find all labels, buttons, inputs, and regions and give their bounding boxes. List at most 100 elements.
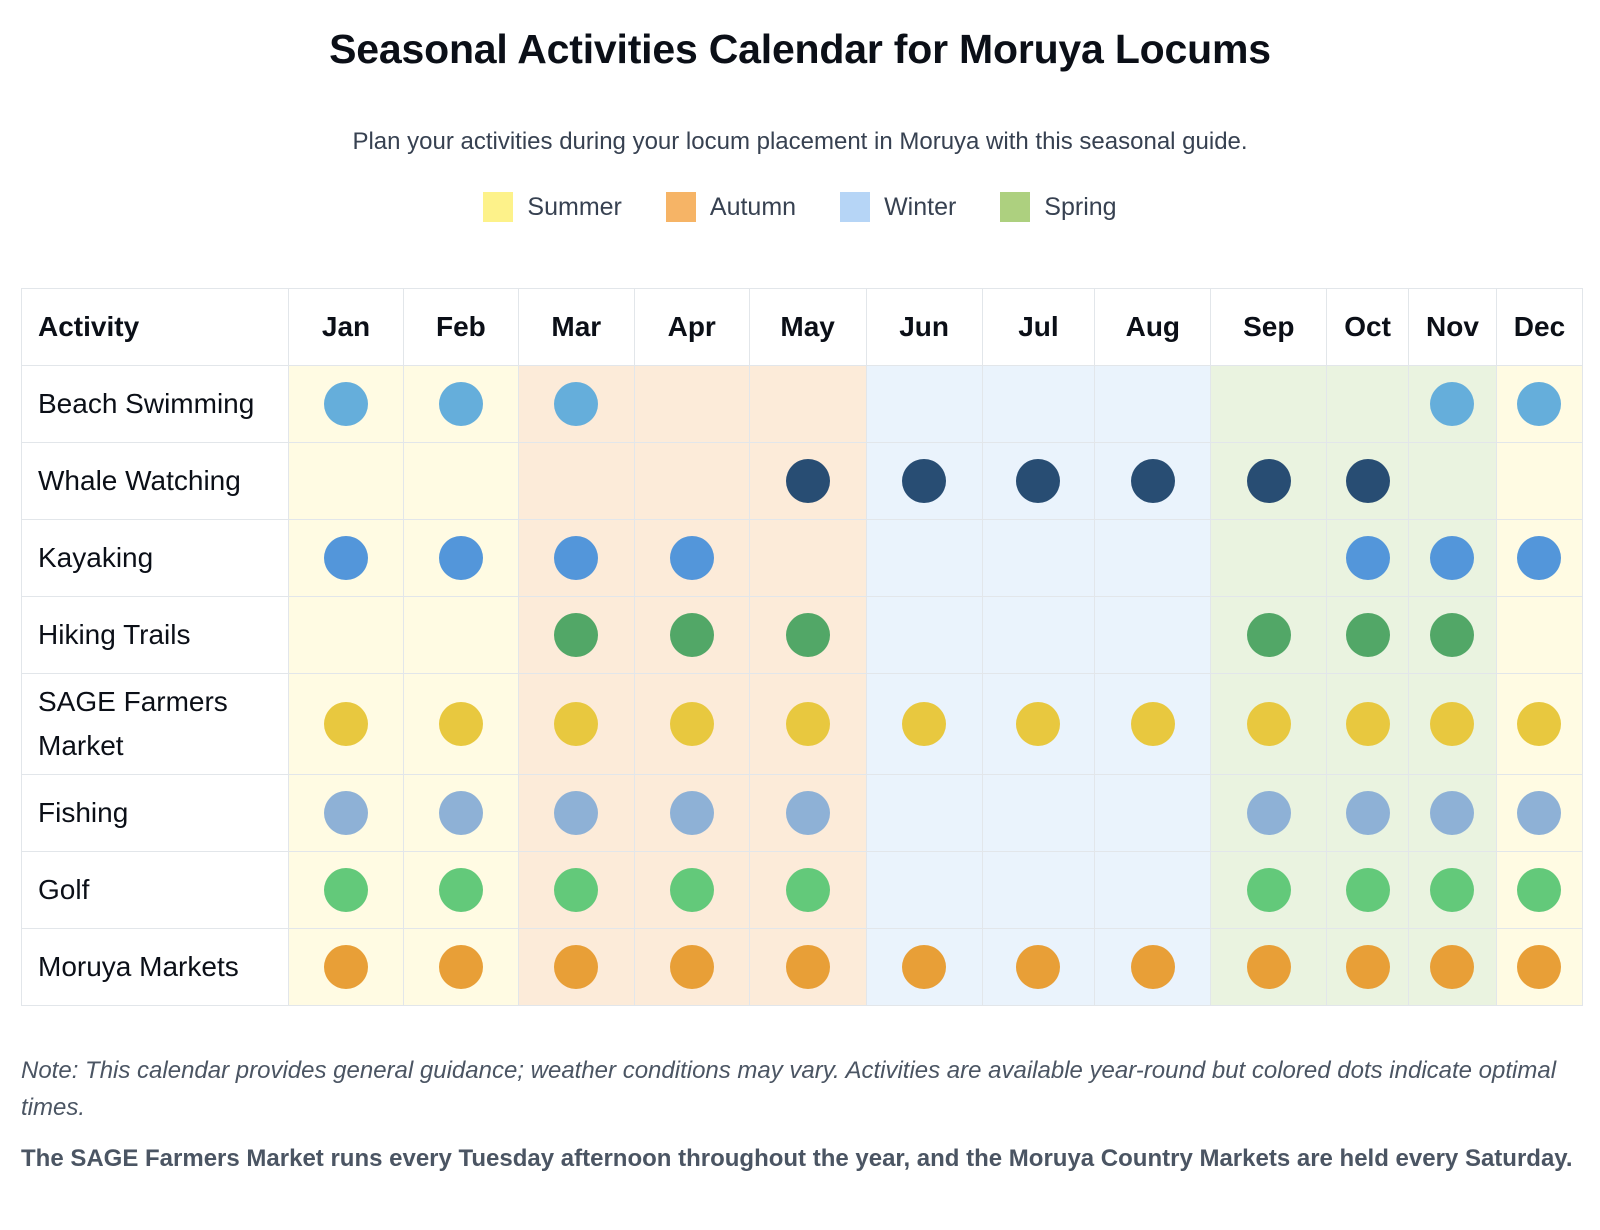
month-cell (517, 365, 635, 443)
month-cell (981, 673, 1096, 775)
month-cell (1326, 365, 1409, 443)
month-cell (517, 442, 635, 520)
month-cell (748, 851, 867, 929)
optimal-time-dot (669, 702, 714, 746)
month-cell (1326, 442, 1409, 520)
month-cell (981, 519, 1096, 597)
activity-column-header: Activity (20, 288, 290, 366)
optimal-time-dot (785, 868, 830, 912)
optimal-time-dot (438, 791, 483, 835)
month-cell (865, 442, 983, 520)
month-header-jun: Jun (865, 288, 983, 366)
month-cell (981, 596, 1096, 674)
optimal-time-dot (669, 791, 714, 835)
month-cell (633, 673, 750, 775)
month-cell (1495, 365, 1584, 443)
month-cell (517, 774, 635, 852)
legend-label-spring: Spring (1044, 192, 1117, 221)
optimal-time-dot (1430, 613, 1475, 657)
month-cell (1407, 442, 1497, 520)
optimal-time-dot (554, 382, 599, 426)
table-row: Moruya Markets (20, 928, 1584, 1006)
legend-swatch-summer (483, 192, 514, 222)
month-cell (1495, 673, 1584, 775)
month-cell (748, 774, 867, 852)
legend-label-winter: Winter (884, 192, 957, 221)
optimal-time-dot (1345, 459, 1390, 503)
page-title: Seasonal Activities Calendar for Moruya … (329, 26, 1271, 72)
optimal-time-dot (554, 536, 599, 580)
optimal-time-dot (669, 945, 714, 989)
optimal-time-dot (1517, 382, 1562, 426)
month-cell (288, 365, 404, 443)
month-cell (748, 442, 867, 520)
month-cell (748, 673, 867, 775)
month-cell (288, 928, 404, 1006)
table-row: Golf (20, 851, 1584, 929)
legend-item-summer: Summer (483, 192, 622, 222)
month-header-apr: Apr (633, 288, 750, 366)
month-cell (1210, 774, 1328, 852)
month-cell (748, 365, 867, 443)
month-header-jan: Jan (288, 288, 404, 366)
optimal-time-dot (1517, 536, 1562, 580)
calendar-note: Note: This calendar provides general gui… (21, 1057, 1557, 1121)
month-cell (1210, 519, 1328, 597)
optimal-time-dot (438, 868, 483, 912)
month-cell (748, 596, 867, 674)
optimal-time-dot (1345, 791, 1390, 835)
activity-name: Kayaking (20, 519, 290, 597)
month-header-jul: Jul (981, 288, 1096, 366)
optimal-time-dot (1345, 536, 1390, 580)
activity-name: Hiking Trails (20, 596, 290, 674)
month-cell (981, 928, 1096, 1006)
month-cell (1210, 851, 1328, 929)
legend-label-summer: Summer (527, 192, 622, 221)
table-row: Fishing (20, 774, 1584, 852)
month-cell (402, 365, 519, 443)
month-cell (402, 774, 519, 852)
month-cell (1210, 673, 1328, 775)
month-cell (1407, 673, 1497, 775)
month-header-aug: Aug (1094, 288, 1212, 366)
optimal-time-dot (1016, 702, 1061, 746)
optimal-time-dot (438, 382, 483, 426)
activities-calendar-table: Activity Jan Feb Mar Apr May Jun Jul Aug Sep Oct N… (20, 288, 1584, 1006)
month-cell (1495, 928, 1584, 1006)
month-cell (517, 928, 635, 1006)
month-header-feb: Feb (402, 288, 519, 366)
month-cell (1094, 774, 1212, 852)
month-cell (1407, 928, 1497, 1006)
optimal-time-dot (1246, 945, 1291, 989)
optimal-time-dot (438, 945, 483, 989)
month-cell (1094, 365, 1212, 443)
optimal-time-dot (1345, 613, 1390, 657)
table-row: Hiking Trails (20, 596, 1584, 674)
month-cell (1326, 519, 1409, 597)
month-cell (517, 596, 635, 674)
month-cell (402, 442, 519, 520)
optimal-time-dot (669, 536, 714, 580)
optimal-time-dot (1130, 702, 1175, 746)
optimal-time-dot (324, 868, 368, 912)
month-cell (1495, 596, 1584, 674)
month-cell (1094, 442, 1212, 520)
month-cell (1326, 596, 1409, 674)
month-header-sep: Sep (1210, 288, 1328, 366)
month-cell (1407, 519, 1497, 597)
month-cell (748, 519, 867, 597)
month-header-may: May (748, 288, 867, 366)
activity-name: Whale Watching (20, 442, 290, 520)
month-cell (865, 596, 983, 674)
optimal-time-dot (1430, 945, 1475, 989)
optimal-time-dot (785, 613, 830, 657)
month-cell (1094, 673, 1212, 775)
optimal-time-dot (554, 702, 599, 746)
month-cell (865, 774, 983, 852)
month-cell (402, 851, 519, 929)
legend-item-winter: Winter (840, 192, 956, 222)
legend-item-autumn: Autumn (665, 192, 796, 222)
activity-name: Fishing (20, 774, 290, 852)
month-cell (1326, 928, 1409, 1006)
optimal-time-dot (554, 945, 599, 989)
